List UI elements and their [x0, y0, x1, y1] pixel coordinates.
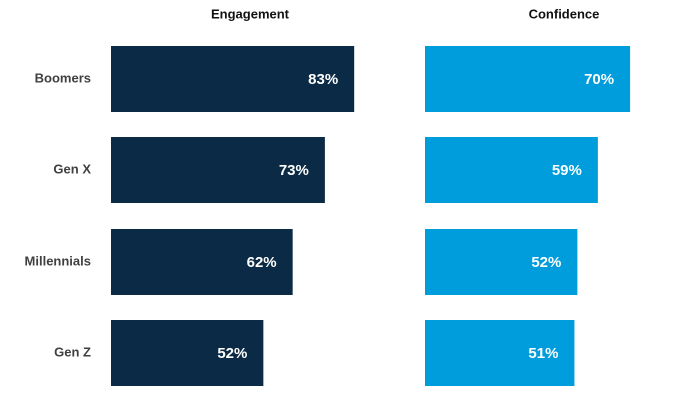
- category-label: Gen Z: [54, 344, 91, 359]
- category-label: Gen X: [53, 161, 91, 176]
- bar: [111, 229, 293, 295]
- bar: [111, 137, 325, 203]
- value-label: 62%: [247, 254, 277, 271]
- series-title: Engagement: [211, 6, 290, 21]
- value-label: 52%: [531, 254, 561, 271]
- value-label: 51%: [528, 345, 558, 362]
- bar: [425, 229, 578, 295]
- series-title: Confidence: [529, 6, 600, 21]
- value-label: 70%: [584, 71, 614, 88]
- bar: [111, 320, 264, 386]
- bar: [111, 46, 355, 112]
- bar: [425, 137, 598, 203]
- bar: [425, 320, 575, 386]
- value-label: 59%: [552, 162, 582, 179]
- value-label: 52%: [217, 345, 247, 362]
- value-label: 73%: [279, 162, 309, 179]
- category-label: Boomers: [35, 70, 91, 85]
- category-label: Millennials: [25, 253, 91, 268]
- bar: [425, 46, 631, 112]
- value-label: 83%: [308, 71, 338, 88]
